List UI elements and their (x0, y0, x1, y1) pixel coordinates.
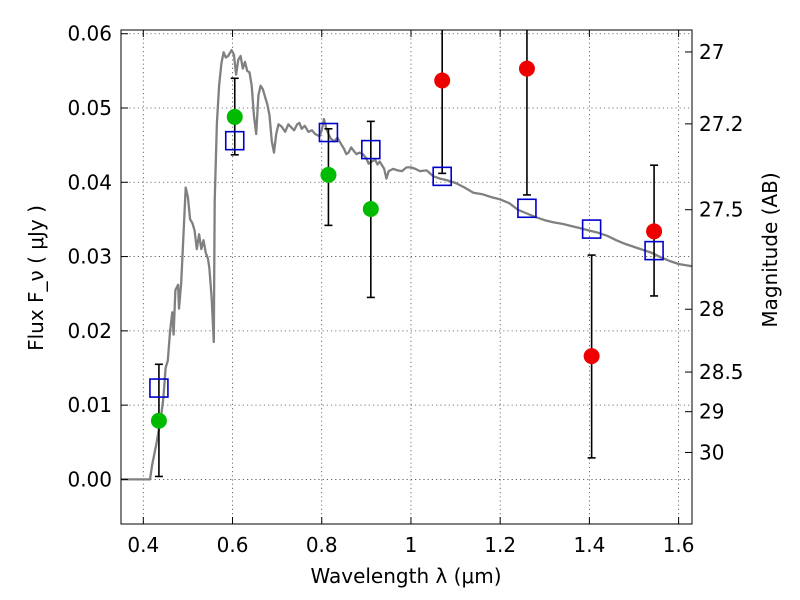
nondetection-point (518, 60, 535, 77)
right-tick-label: 29 (699, 400, 724, 424)
errorbar-layer (154, 30, 659, 478)
right-tick-label: 27.2 (699, 112, 744, 136)
x-axis-label: Wavelength λ (μm) (310, 564, 501, 588)
detection-point (226, 108, 243, 125)
model-flux-square (517, 198, 537, 219)
model-flux-square (149, 378, 169, 398)
nondetection-point (434, 72, 451, 89)
y-tick-label: 0.03 (67, 245, 112, 269)
right-tick-label: 28.5 (699, 360, 744, 384)
model-flux-square (581, 219, 602, 239)
plot-frame (120, 29, 693, 525)
marker-layer (149, 60, 664, 429)
y-tick-label: 0.00 (67, 467, 112, 491)
model-flux-square (644, 240, 664, 261)
right-tick-label: 30 (699, 440, 724, 464)
right-tick-label: 27.5 (699, 198, 744, 222)
x-tick-label: 1.4 (573, 533, 605, 557)
right-tick-label: 27 (699, 40, 724, 64)
right-tick-label: 28 (699, 297, 724, 321)
spectrum-line (121, 48, 693, 481)
model-flux-square (361, 139, 381, 160)
right-axis-label: Magnitude (AB) (758, 172, 782, 327)
nondetection-point (646, 223, 663, 240)
x-tick-label: 0.6 (217, 533, 249, 557)
x-tick-label: 0.4 (127, 533, 159, 557)
nondetection-point (583, 348, 600, 365)
y-tick-label: 0.05 (67, 96, 112, 120)
model-flux-square (224, 130, 245, 151)
model-flux-square (432, 166, 452, 187)
x-tick-label: 1 (405, 533, 418, 557)
x-tick-label: 1.2 (484, 533, 516, 557)
x-tick-label: 0.8 (306, 533, 338, 557)
spectrum-layer (121, 48, 693, 481)
grid (121, 30, 692, 524)
detection-point (150, 412, 167, 429)
detection-point (320, 166, 337, 183)
y-tick-label: 0.01 (67, 393, 112, 417)
y-tick-label: 0.02 (67, 319, 112, 343)
y-tick-label: 0.06 (67, 22, 112, 46)
tick-layer: 0.4 0.6 0.8 1 1.2 1.4 1.6 0.00 0.01 0.02 0.03 0.04 0… (67, 22, 743, 557)
detection-point (362, 201, 379, 218)
y-tick-label: 0.04 (67, 170, 112, 194)
y-axis-label: Flux F_ν ( μJy ) (24, 205, 48, 351)
x-tick-label: 1.6 (663, 533, 695, 557)
model-flux-square (318, 122, 339, 143)
